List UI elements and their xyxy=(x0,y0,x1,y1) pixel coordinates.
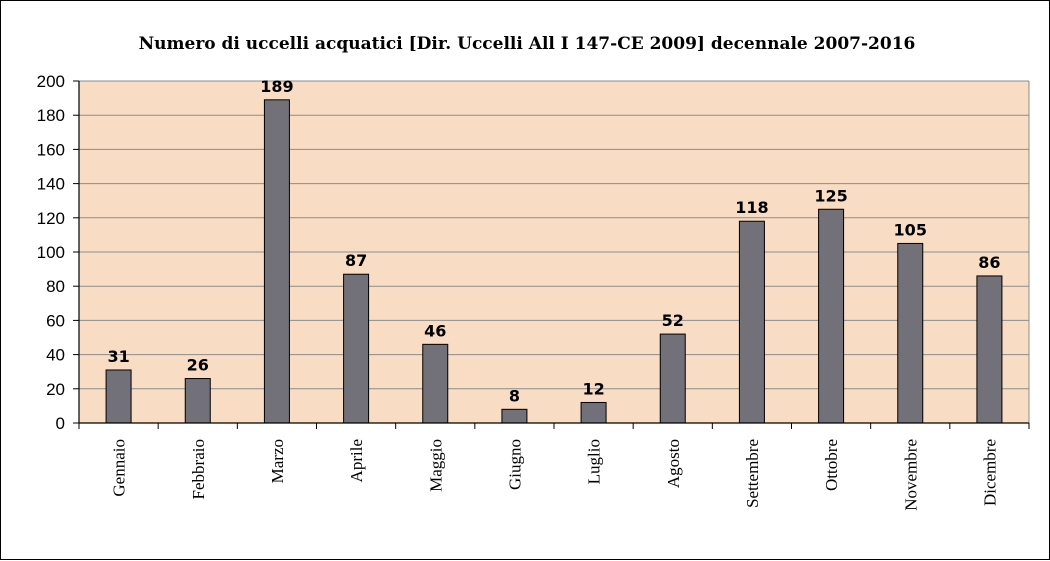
y-tick-label: 80 xyxy=(46,277,65,296)
bar-ottobre xyxy=(818,208,845,424)
data-label: 52 xyxy=(662,311,684,330)
x-tick-label: Settembre xyxy=(743,439,762,508)
data-label: 189 xyxy=(260,77,293,96)
data-label: 26 xyxy=(187,356,209,375)
y-tick-label: 60 xyxy=(46,311,65,330)
bar-maggio xyxy=(422,343,449,424)
data-labels: 31 26 189 87 46 8 12 52 118 125 105 86 xyxy=(107,77,1000,406)
data-label: 31 xyxy=(107,347,129,366)
y-tick-label: 20 xyxy=(46,380,65,399)
y-tick-label: 40 xyxy=(46,346,65,365)
bar-luglio xyxy=(580,401,607,424)
gridlines xyxy=(79,80,1029,390)
y-tick-label: 140 xyxy=(37,175,65,194)
y-tick-label: 100 xyxy=(37,243,65,262)
bar-giugno xyxy=(501,408,528,424)
bar-dicembre xyxy=(976,275,1003,424)
y-tick-label: 200 xyxy=(37,72,65,91)
x-tick-label: Agosto xyxy=(664,439,683,488)
x-tick-label: Novembre xyxy=(901,439,920,511)
bar-gennaio xyxy=(105,369,132,424)
bar-febbraio xyxy=(184,378,211,424)
x-tick-label: Ottobre xyxy=(822,439,841,491)
data-label: 12 xyxy=(582,379,604,398)
data-label: 87 xyxy=(345,251,367,270)
data-label: 86 xyxy=(978,253,1000,272)
y-tick-label: 180 xyxy=(37,106,65,125)
bar-novembre xyxy=(897,242,924,424)
data-label: 125 xyxy=(814,186,847,205)
data-label: 118 xyxy=(735,198,768,217)
bar-agosto xyxy=(659,333,686,424)
y-tick-label: 120 xyxy=(37,209,65,228)
bar-settembre xyxy=(738,220,765,424)
x-tick-label: Giugno xyxy=(505,439,524,490)
x-tick-label: Marzo xyxy=(268,439,287,483)
x-tick-label: Aprile xyxy=(347,439,366,482)
x-axis-ticks: Gennaio Febbraio Marzo Aprile Maggio Giugno Lu… xyxy=(78,423,1030,511)
data-label: 46 xyxy=(424,321,446,340)
chart-title: Numero di uccelli acquatici [Dir. Uccell… xyxy=(139,34,916,54)
x-tick-label: Febbraio xyxy=(189,439,208,499)
bar-marzo xyxy=(263,99,290,424)
y-tick-label: 160 xyxy=(37,140,65,159)
bar-aprile xyxy=(343,273,370,424)
bars xyxy=(105,99,1003,424)
data-label: 105 xyxy=(894,220,927,239)
data-label: 8 xyxy=(509,386,520,405)
x-tick-label: Dicembre xyxy=(980,439,999,506)
y-tick-label: 0 xyxy=(56,414,65,433)
y-axis-ticks: 0 20 40 60 80 100 120 140 160 180 200 xyxy=(37,72,79,433)
x-tick-label: Maggio xyxy=(426,439,445,492)
x-tick-label: Gennaio xyxy=(110,439,129,497)
x-tick-label: Luglio xyxy=(585,439,604,484)
